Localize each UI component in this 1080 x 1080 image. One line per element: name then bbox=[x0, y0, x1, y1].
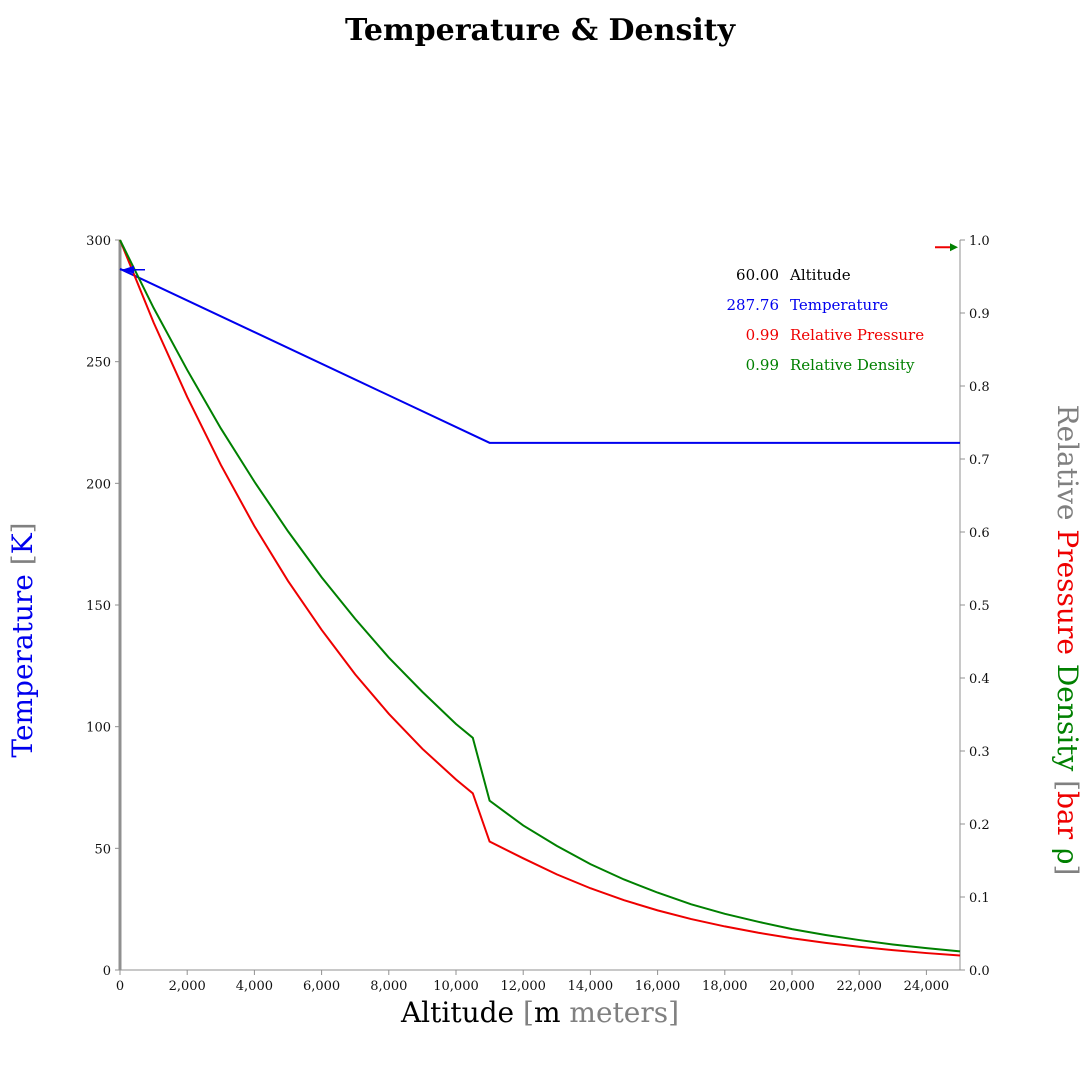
x-axis-title-name: Altitude bbox=[400, 996, 514, 1029]
right-y-axis-title-density: Density bbox=[1051, 664, 1080, 772]
left-y-axis-ticks: 0 50 100 150 200 250 300 bbox=[86, 234, 120, 979]
left-y-tick-label: 250 bbox=[86, 356, 111, 371]
right-y-axis-title: Relative Pressure Density [bar ρ] bbox=[1051, 405, 1080, 876]
x-axis-title-unit-name: meters bbox=[569, 996, 668, 1029]
right-y-axis-ticks: 0.0 0.1 0.2 0.3 0.4 0.5 0.6 0.7 0.8 0.9 1.0 bbox=[960, 234, 990, 979]
left-y-axis-title-close-bracket: ] bbox=[6, 522, 39, 533]
right-y-tick-label: 0.3 bbox=[969, 745, 990, 760]
right-y-axis-title-open-bracket: [ bbox=[1051, 780, 1080, 791]
chart-title: Temperature & Density bbox=[345, 13, 737, 48]
series-line-relative-density bbox=[119, 239, 961, 953]
x-tick-label: 6,000 bbox=[303, 979, 340, 994]
readout-density-label: Relative Density bbox=[790, 356, 915, 374]
x-tick-label: 12,000 bbox=[500, 979, 546, 994]
right-y-tick-label: 0.2 bbox=[969, 818, 990, 833]
x-tick-label: 8,000 bbox=[370, 979, 407, 994]
right-y-tick-label: 0.0 bbox=[969, 964, 990, 979]
left-y-tick-label: 0 bbox=[103, 964, 111, 979]
x-tick-label: 16,000 bbox=[635, 979, 681, 994]
x-tick-label: 18,000 bbox=[702, 979, 748, 994]
right-y-tick-label: 0.7 bbox=[969, 453, 990, 468]
x-tick-label: 24,000 bbox=[904, 979, 950, 994]
temperature-cursor-marker[interactable] bbox=[120, 265, 145, 274]
pressure-density-cursor-marker[interactable] bbox=[935, 243, 958, 252]
left-y-tick-label: 100 bbox=[86, 721, 111, 736]
right-y-axis-title-unit-density: ρ bbox=[1051, 848, 1080, 864]
left-y-axis-title-name: Temperature bbox=[6, 574, 39, 757]
left-y-tick-label: 200 bbox=[86, 477, 111, 492]
x-axis-ticks: 0 2,000 4,000 6,000 8,000 10,000 12,000 14,000 1… bbox=[116, 970, 949, 994]
cursor-readout: 60.00 Altitude 287.76 Temperature 0.99 R… bbox=[727, 266, 925, 374]
readout-altitude-label: Altitude bbox=[789, 266, 851, 284]
readout-density-value: 0.99 bbox=[746, 356, 779, 374]
series-line-temperature bbox=[119, 267, 960, 444]
x-tick-label: 2,000 bbox=[169, 979, 206, 994]
series-line-relative-pressure bbox=[119, 239, 961, 957]
x-axis-title-unit: m bbox=[534, 996, 561, 1029]
right-y-axis-title-relative: Relative bbox=[1051, 405, 1080, 521]
readout-temperature-label: Temperature bbox=[790, 296, 888, 314]
right-y-axis-title-unit-pressure: bar bbox=[1051, 791, 1080, 840]
left-y-axis-title: Temperature [K] bbox=[6, 522, 39, 757]
right-y-axis-title-close-bracket: ] bbox=[1051, 865, 1080, 876]
right-y-axis-title-pressure: Pressure bbox=[1051, 529, 1080, 655]
left-y-tick-label: 50 bbox=[94, 842, 111, 857]
right-y-tick-label: 0.4 bbox=[969, 672, 990, 687]
right-y-tick-label: 0.8 bbox=[969, 380, 990, 395]
x-tick-label: 14,000 bbox=[568, 979, 614, 994]
right-y-tick-label: 0.5 bbox=[969, 599, 990, 614]
x-axis-title-close-bracket: ] bbox=[668, 996, 679, 1029]
right-y-tick-label: 1.0 bbox=[969, 234, 990, 249]
readout-temperature-value: 287.76 bbox=[727, 296, 780, 314]
right-y-tick-label: 0.1 bbox=[969, 891, 990, 906]
x-axis-title: Altitude [m meters] bbox=[400, 996, 679, 1029]
right-y-tick-label: 0.9 bbox=[969, 307, 990, 322]
left-y-tick-label: 300 bbox=[86, 234, 111, 249]
readout-altitude-value: 60.00 bbox=[736, 266, 779, 284]
x-tick-label: 4,000 bbox=[236, 979, 273, 994]
left-y-axis-title-open-bracket: [ bbox=[6, 554, 39, 565]
x-axis-title-open-bracket: [ bbox=[523, 996, 534, 1029]
right-y-tick-label: 0.6 bbox=[969, 526, 990, 541]
x-tick-label: 10,000 bbox=[433, 979, 479, 994]
left-y-tick-label: 150 bbox=[86, 599, 111, 614]
left-y-axis-title-unit: K bbox=[6, 532, 39, 554]
x-tick-label: 22,000 bbox=[836, 979, 882, 994]
readout-pressure-value: 0.99 bbox=[746, 326, 779, 344]
x-tick-label: 20,000 bbox=[769, 979, 815, 994]
readout-pressure-label: Relative Pressure bbox=[790, 326, 924, 344]
x-tick-label: 0 bbox=[116, 979, 124, 994]
